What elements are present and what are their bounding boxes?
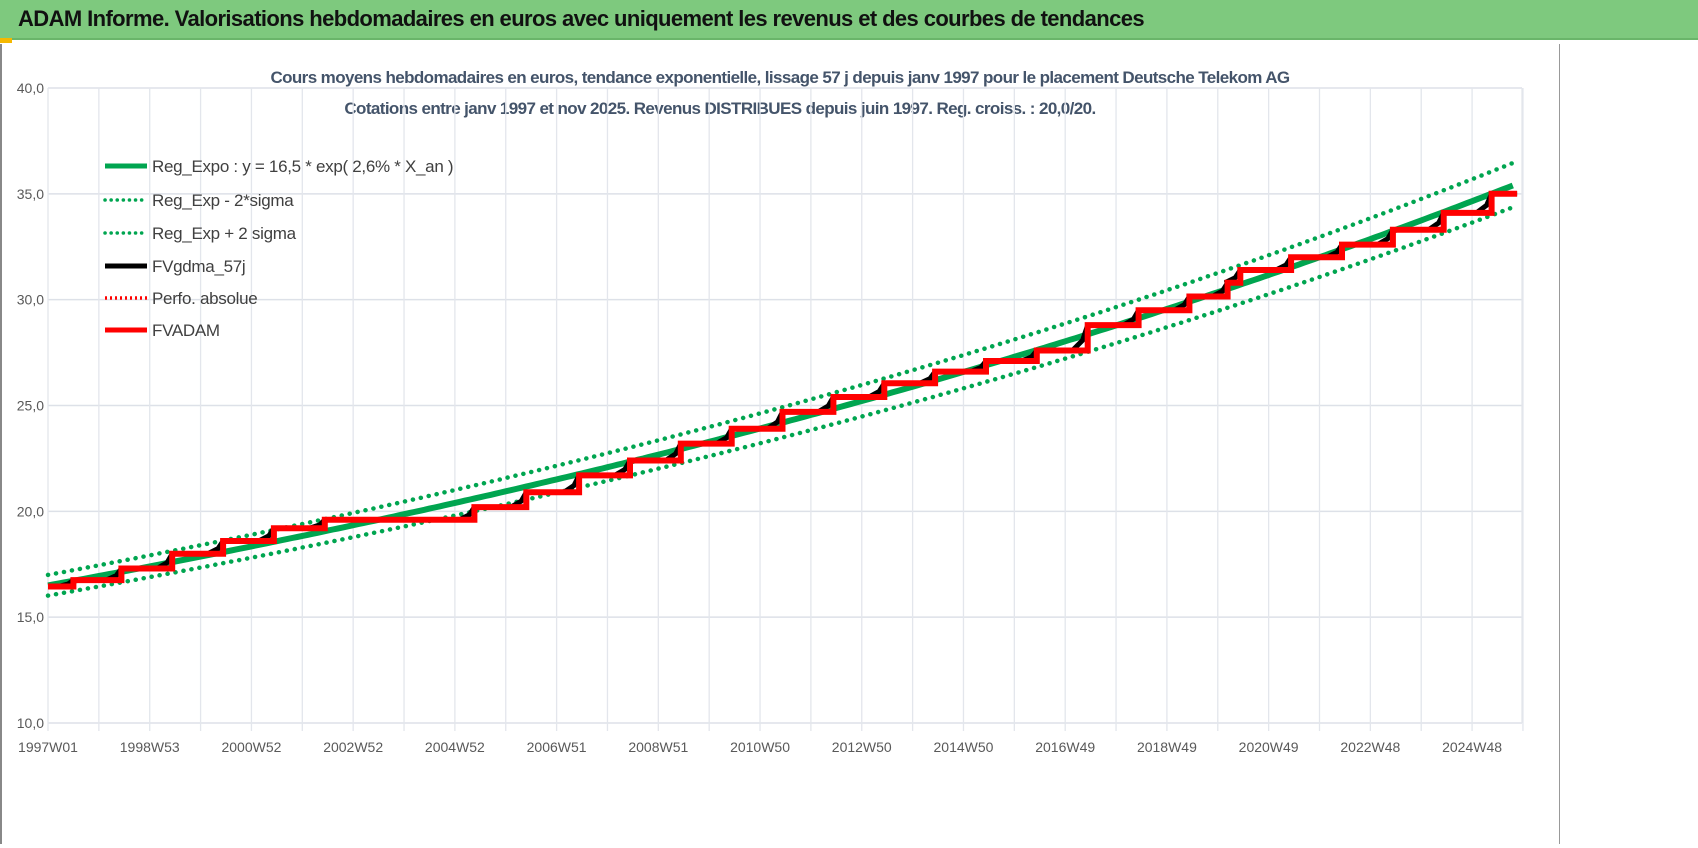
x-tick-label: 2002W52 bbox=[323, 739, 383, 755]
x-tick-label: 2020W49 bbox=[1239, 739, 1299, 755]
x-tick-label: 1997W01 bbox=[18, 739, 78, 755]
y-tick-label: 15,0 bbox=[17, 609, 44, 625]
legend-label: FVgdma_57j bbox=[152, 257, 245, 276]
y-tick-label: 40,0 bbox=[17, 80, 44, 96]
chart-frame bbox=[0, 44, 1560, 844]
x-tick-label: 2000W52 bbox=[221, 739, 281, 755]
header-title: ADAM Informe. Valorisations hebdomadaire… bbox=[18, 6, 1145, 31]
selection-marker bbox=[0, 38, 12, 43]
chart-title-line-1: Cours moyens hebdomadaires en euros, ten… bbox=[270, 68, 1289, 87]
y-tick-label: 25,0 bbox=[17, 398, 44, 414]
x-tick-label: 1998W53 bbox=[120, 739, 180, 755]
x-tick-label: 2024W48 bbox=[1442, 739, 1502, 755]
x-tick-label: 2006W51 bbox=[527, 739, 587, 755]
y-tick-label: 10,0 bbox=[17, 715, 44, 731]
chart-title-line-2: Cotations entre janv 1997 et nov 2025. R… bbox=[344, 99, 1095, 118]
perfo-absolue-line bbox=[48, 192, 1518, 588]
header-bar: ADAM Informe. Valorisations hebdomadaire… bbox=[0, 0, 1698, 40]
x-tick-label: 2014W50 bbox=[934, 739, 994, 755]
legend-label: FVADAM bbox=[152, 321, 220, 340]
x-tick-label: 2008W51 bbox=[628, 739, 688, 755]
legend-label: Reg_Exp - 2*sigma bbox=[152, 191, 294, 210]
legend-label: Reg_Expo : y = 16,5 * exp( 2,6% * X_an ) bbox=[152, 157, 453, 176]
fvgdma-57j-line bbox=[48, 191, 1518, 589]
x-tick-label: 2012W50 bbox=[832, 739, 892, 755]
x-tick-label: 2022W48 bbox=[1340, 739, 1400, 755]
x-tick-label: 2018W49 bbox=[1137, 739, 1197, 755]
y-tick-label: 20,0 bbox=[17, 503, 44, 519]
legend-label: Reg_Exp + 2 sigma bbox=[152, 224, 297, 243]
x-tick-label: 2010W50 bbox=[730, 739, 790, 755]
legend-label: Perfo. absolue bbox=[152, 289, 257, 308]
fvadam-line bbox=[48, 190, 1518, 590]
y-tick-label: 35,0 bbox=[17, 186, 44, 202]
x-tick-label: 2016W49 bbox=[1035, 739, 1095, 755]
y-tick-label: 30,0 bbox=[17, 292, 44, 308]
x-tick-label: 2004W52 bbox=[425, 739, 485, 755]
